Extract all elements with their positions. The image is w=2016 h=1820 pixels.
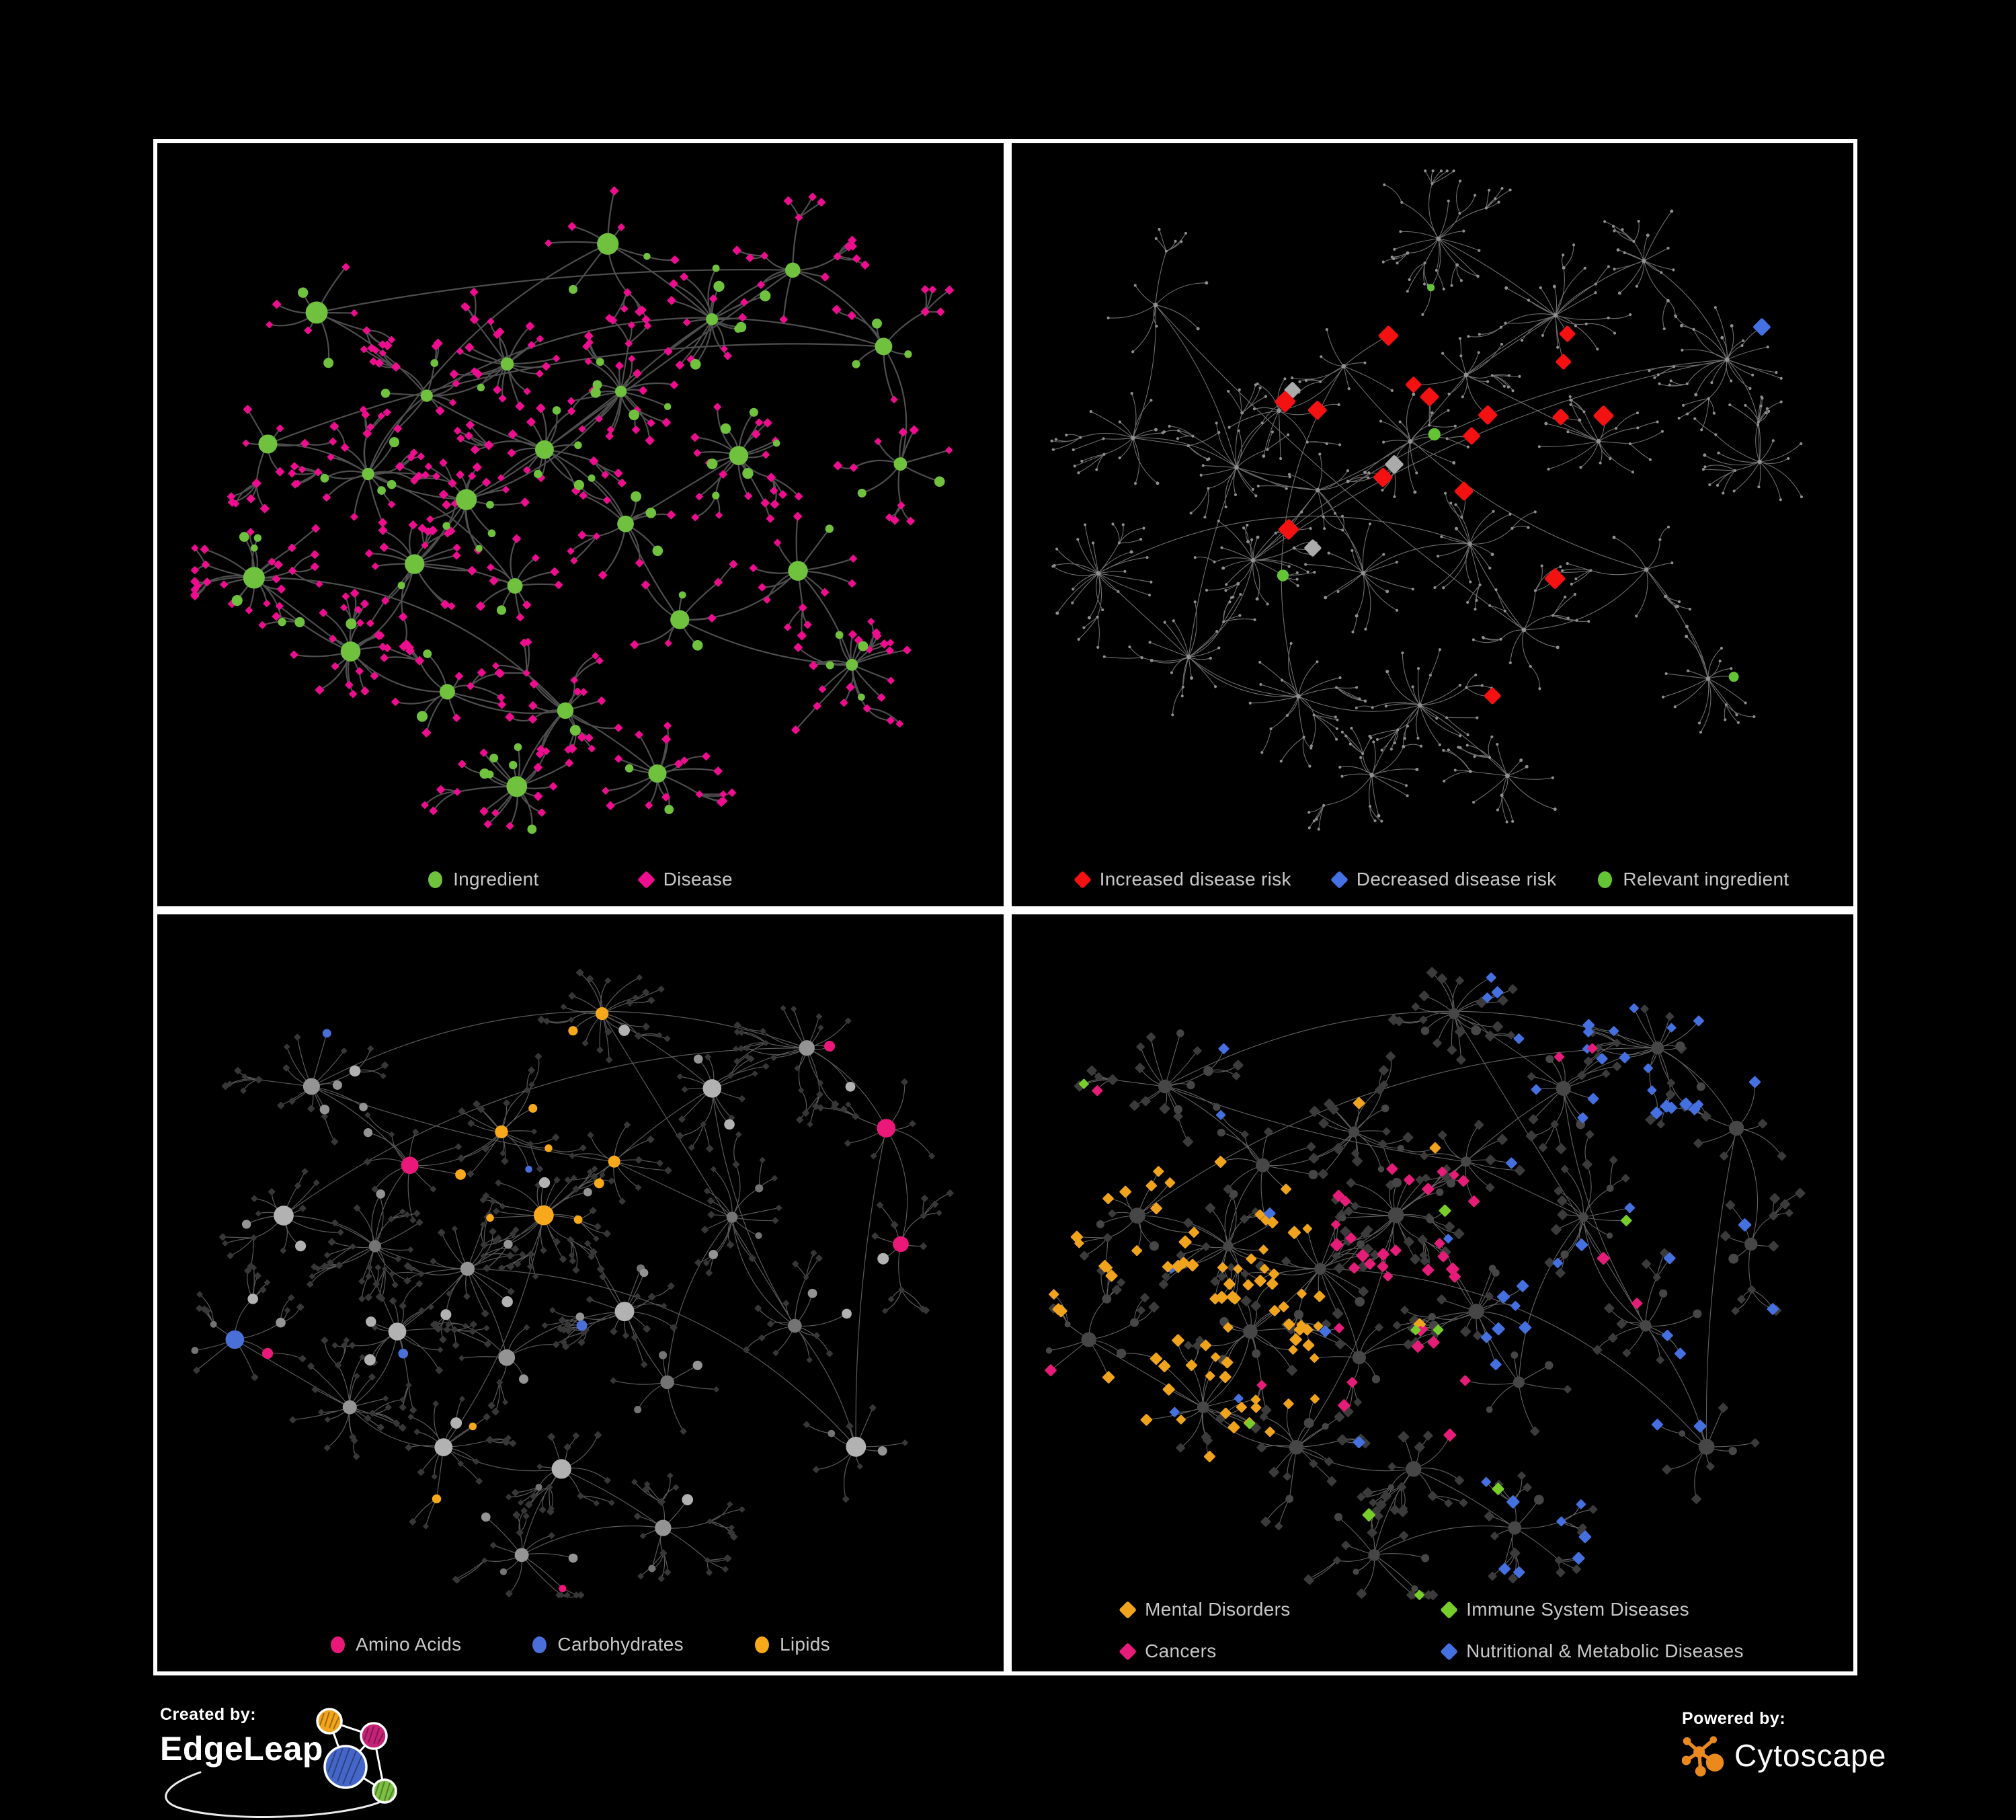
legend-label: Lipids [779, 1634, 830, 1655]
diamond-marker [1330, 870, 1348, 889]
network-panel-ingredient-disease: Ingredient Disease [153, 139, 1008, 910]
network-graph [1045, 967, 1806, 1600]
network-panel-disease-risk: Increased disease risk Decreased disease … [1008, 139, 1857, 910]
legend-item-relevant-ingredient: Relevant ingredient [1598, 869, 1789, 890]
legend-item-increased-disease-risk: Increased disease risk [1073, 869, 1291, 890]
legend-label: Increased disease risk [1099, 869, 1291, 889]
legend-label: Nutritional & Metabolic Diseases [1466, 1640, 1744, 1661]
circle-marker [428, 871, 443, 888]
network-panel-nutrient-classes: Amino Acids Carbohydrates Lipids [153, 910, 1008, 1675]
legend: Ingredient Disease [157, 869, 1004, 890]
legend-label: Decreased disease risk [1356, 869, 1557, 889]
legend-label: Disease [663, 869, 733, 889]
circle-marker [532, 1636, 547, 1653]
diamond-marker [1119, 1600, 1137, 1619]
legend-item-cancers: Cancers [1119, 1640, 1443, 1662]
legend: Mental Disorders Immune System Diseases Ca… [1119, 1599, 1744, 1662]
legend-item-mental-disorders: Mental Disorders [1119, 1599, 1443, 1620]
legend-item-amino-acids: Amino Acids [331, 1634, 461, 1655]
legend-item-carbohydrates: Carbohydrates [532, 1634, 684, 1655]
legend-item-nutritional-metabolic-diseases: Nutritional & Metabolic Diseases [1440, 1640, 1744, 1662]
legend-item-decreased-disease-risk: Decreased disease risk [1330, 869, 1557, 890]
diamond-marker [1073, 870, 1092, 889]
legend-label: Ingredient [453, 869, 539, 889]
diamond-marker [1440, 1600, 1459, 1619]
network-graph [190, 186, 954, 834]
legend-label: Cancers [1145, 1640, 1217, 1661]
diamond-marker [637, 870, 655, 889]
cytoscape-credit: Powered by: Cytosc [1682, 1709, 1964, 1790]
created-by-label: Created by: [160, 1705, 257, 1724]
edgeleap-credit: Created by: EdgeLeap [160, 1705, 510, 1820]
legend-item-ingredient: Ingredient [428, 869, 539, 890]
legend: Amino Acids Carbohydrates Lipids [157, 1634, 1004, 1655]
legend-label: Relevant ingredient [1623, 869, 1789, 889]
cytoscape-icon [1682, 1736, 1724, 1777]
circle-marker [754, 1636, 769, 1653]
legend-item-disease: Disease [637, 869, 733, 890]
legend-item-lipids: Lipids [754, 1634, 830, 1655]
legend-label: Carbohydrates [557, 1634, 684, 1655]
legend-label: Immune System Diseases [1466, 1599, 1689, 1620]
diamond-marker [1119, 1642, 1137, 1661]
legend: Increased disease risk Decreased disease … [1012, 869, 1853, 890]
powered-by-label: Powered by: [1682, 1709, 1786, 1728]
network-graph [1050, 169, 1804, 831]
circle-marker [1598, 871, 1613, 888]
legend-label: Mental Disorders [1145, 1599, 1291, 1620]
circle-marker [331, 1636, 346, 1653]
edgeleap-network-icon [165, 1708, 397, 1819]
edgeleap-logo-text: EdgeLeap [160, 1730, 323, 1768]
legend-label: Amino Acids [356, 1634, 462, 1655]
cytoscape-logo-text: Cytoscape [1734, 1738, 1887, 1773]
network-graph [191, 968, 954, 1599]
network-panel-disease-classes: Mental Disorders Immune System Diseases Ca… [1008, 910, 1857, 1675]
legend-item-immune-system-diseases: Immune System Diseases [1440, 1599, 1744, 1620]
diamond-marker [1440, 1642, 1459, 1661]
